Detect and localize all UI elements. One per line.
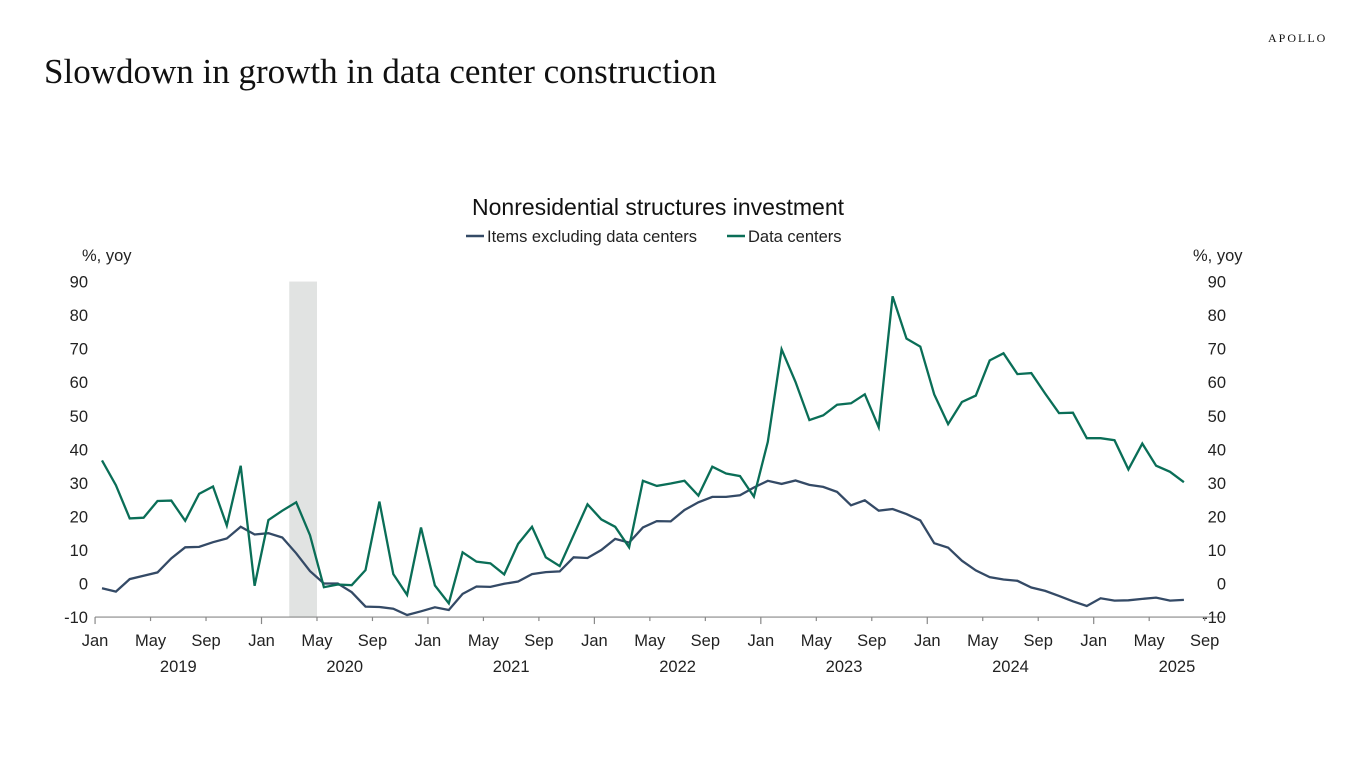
x-tick-label: Sep — [524, 632, 553, 650]
y-tick-label-right: 60 — [1208, 374, 1226, 392]
x-tick-label: May — [468, 632, 500, 650]
x-tick-label: Sep — [857, 632, 886, 650]
y-tick-label-left: 80 — [70, 307, 88, 325]
x-year-label: 2020 — [326, 658, 363, 676]
x-tick-label: May — [634, 632, 666, 650]
y-tick-label-left: 10 — [70, 542, 88, 560]
legend-label-items-excluding-data-centers: Items excluding data centers — [487, 228, 697, 246]
y-tick-label-left: 40 — [70, 441, 88, 459]
y-tick-label-left: 0 — [79, 576, 88, 594]
x-tick-label: May — [301, 632, 333, 650]
x-tick-label: Sep — [358, 632, 387, 650]
x-tick-label: Sep — [1190, 632, 1219, 650]
x-tick-label: May — [1134, 632, 1166, 650]
x-year-label: 2023 — [826, 658, 863, 676]
y-tick-label-right: 0 — [1217, 576, 1226, 594]
x-year-label: 2019 — [160, 658, 197, 676]
y-tick-label-left: -10 — [64, 609, 88, 627]
y-axis-label-left: %, yoy — [82, 247, 132, 265]
chart-title: Nonresidential structures investment — [472, 194, 845, 220]
y-tick-label-right: 50 — [1208, 408, 1226, 426]
x-tick-label: Sep — [691, 632, 720, 650]
y-tick-label-left: 20 — [70, 508, 88, 526]
x-tick-label: Jan — [581, 632, 608, 650]
series-line-data-centers — [100, 295, 1185, 606]
x-year-label: 2022 — [659, 658, 696, 676]
series-line-items-excluding-data-centers — [101, 479, 1184, 617]
y-tick-label-left: 70 — [70, 341, 88, 359]
x-tick-label: Jan — [248, 632, 275, 650]
x-tick-label: Sep — [1024, 632, 1053, 650]
x-tick-label: May — [135, 632, 167, 650]
legend-label-data-centers: Data centers — [748, 228, 842, 246]
x-tick-label: May — [967, 632, 999, 650]
x-year-label: 2025 — [1159, 658, 1196, 676]
y-tick-label-right: 10 — [1208, 542, 1226, 560]
x-tick-label: Jan — [748, 632, 775, 650]
y-axis-label-right: %, yoy — [1193, 247, 1243, 265]
y-tick-label-left: 90 — [70, 274, 88, 292]
x-tick-label: Jan — [415, 632, 442, 650]
y-tick-label-right: 20 — [1208, 508, 1226, 526]
x-tick-label: Jan — [82, 632, 109, 650]
x-tick-label: Sep — [191, 632, 220, 650]
y-tick-label-left: 60 — [70, 374, 88, 392]
x-tick-label: Jan — [1080, 632, 1107, 650]
y-tick-label-right: 90 — [1208, 274, 1226, 292]
x-year-label: 2024 — [992, 658, 1029, 676]
y-tick-label-right: 40 — [1208, 441, 1226, 459]
page-title: Slowdown in growth in data center constr… — [44, 52, 717, 91]
y-tick-label-left: 30 — [70, 475, 88, 493]
legend: Items excluding data centers Data center… — [466, 228, 842, 246]
y-tick-label-right: 70 — [1208, 341, 1226, 359]
y-tick-label-right: -10 — [1202, 609, 1226, 627]
apollo-logo: APOLLO — [1268, 31, 1328, 45]
x-tick-label: May — [801, 632, 833, 650]
y-tick-label-right: 80 — [1208, 307, 1226, 325]
x-year-label: 2021 — [493, 658, 530, 676]
recession-shading — [289, 281, 317, 618]
y-tick-label-right: 30 — [1208, 475, 1226, 493]
y-tick-label-left: 50 — [70, 408, 88, 426]
x-tick-label: Jan — [914, 632, 941, 650]
